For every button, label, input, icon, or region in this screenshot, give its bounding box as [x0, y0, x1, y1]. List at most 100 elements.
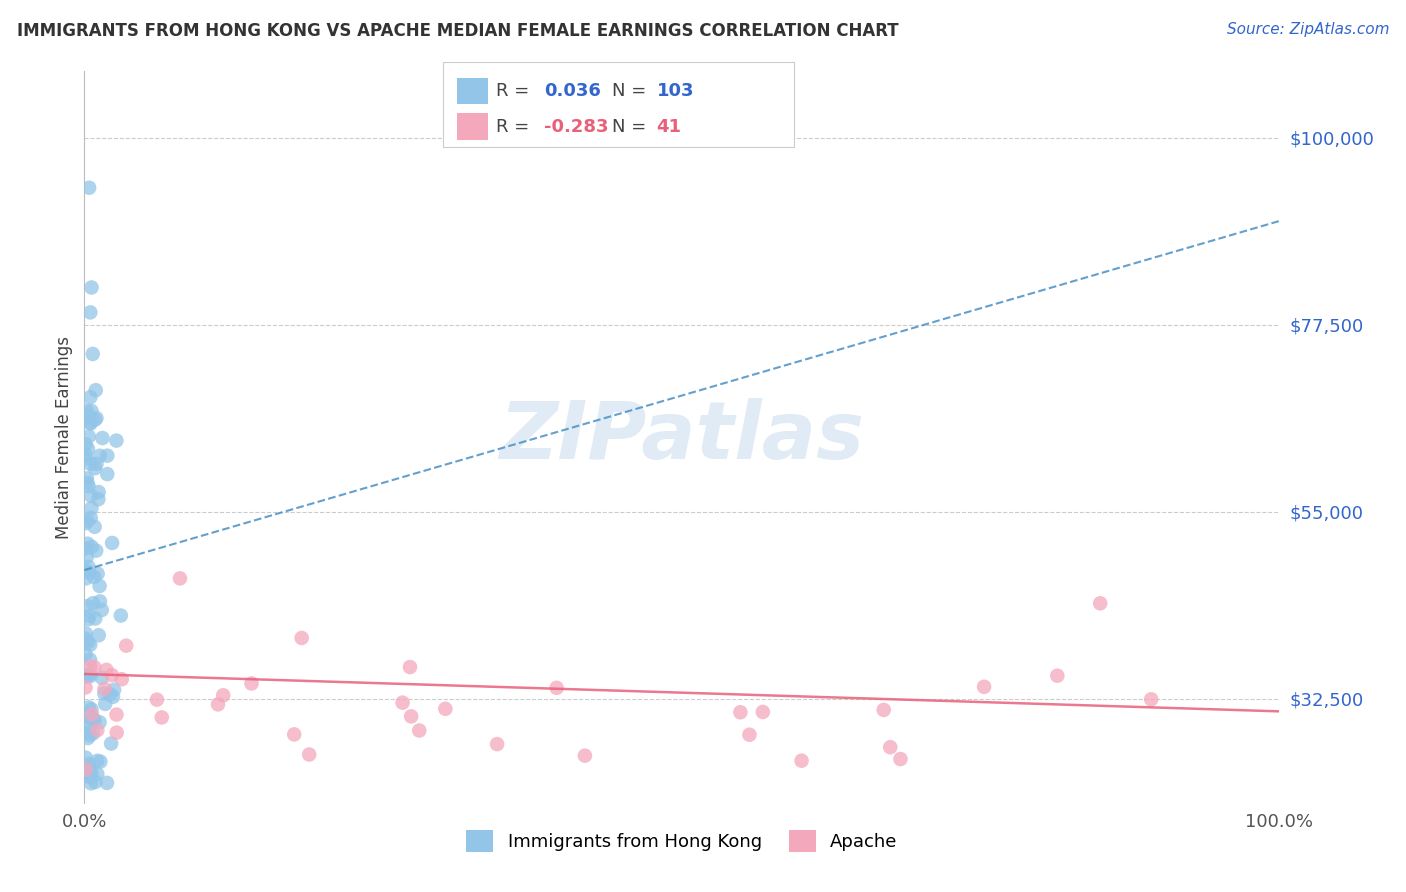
- Point: [79, 770, 101, 784]
- Point: [94, 697, 117, 711]
- Point: [80, 540, 103, 554]
- Point: [87, 485, 110, 500]
- Point: [111, 672, 134, 686]
- Point: [75, 571, 97, 585]
- Point: [75, 681, 97, 695]
- Point: [93, 686, 115, 700]
- Point: [75, 437, 97, 451]
- Text: R =: R =: [496, 82, 530, 100]
- Legend: Immigrants from Hong Kong, Apache: Immigrants from Hong Kong, Apache: [458, 823, 905, 860]
- Text: 103: 103: [657, 82, 695, 100]
- Point: [91, 671, 114, 685]
- Point: [115, 639, 138, 653]
- Point: [82, 726, 104, 740]
- Point: [80, 712, 103, 726]
- Point: [87, 492, 110, 507]
- Point: [96, 663, 118, 677]
- Point: [77, 700, 100, 714]
- Point: [75, 626, 97, 640]
- Point: [75, 451, 97, 466]
- Point: [408, 723, 430, 738]
- Point: [730, 705, 752, 719]
- Point: [240, 676, 263, 690]
- Point: [105, 707, 128, 722]
- Point: [1140, 692, 1163, 706]
- Point: [75, 750, 97, 764]
- Point: [75, 635, 97, 649]
- Point: [75, 763, 97, 777]
- Point: [76, 403, 98, 417]
- Text: Source: ZipAtlas.com: Source: ZipAtlas.com: [1226, 22, 1389, 37]
- Text: 41: 41: [657, 118, 682, 136]
- Point: [80, 280, 103, 294]
- Point: [89, 579, 111, 593]
- Point: [86, 723, 108, 738]
- Point: [486, 737, 509, 751]
- Point: [790, 754, 813, 768]
- Point: [434, 702, 457, 716]
- Point: [86, 411, 108, 425]
- Point: [1090, 596, 1112, 610]
- Point: [79, 669, 101, 683]
- Point: [391, 696, 413, 710]
- Point: [973, 680, 995, 694]
- Point: [75, 563, 97, 577]
- Point: [399, 660, 422, 674]
- Point: [169, 571, 191, 585]
- Point: [82, 712, 104, 726]
- Point: [752, 705, 775, 719]
- Point: [77, 180, 100, 194]
- Point: [80, 702, 103, 716]
- Point: [79, 638, 101, 652]
- Point: [77, 479, 100, 493]
- Point: [77, 612, 100, 626]
- Point: [76, 599, 98, 614]
- Point: [93, 681, 115, 696]
- Point: [75, 448, 97, 462]
- Point: [105, 725, 128, 739]
- Point: [77, 635, 100, 649]
- Point: [96, 449, 118, 463]
- Point: [76, 706, 98, 721]
- Point: [86, 566, 108, 581]
- Point: [84, 383, 107, 397]
- Point: [283, 727, 305, 741]
- Point: [80, 404, 103, 418]
- Point: [89, 715, 111, 730]
- Point: [79, 660, 101, 674]
- Point: [79, 653, 101, 667]
- Point: [75, 541, 97, 556]
- Point: [86, 457, 108, 471]
- Point: [399, 709, 422, 723]
- Point: [75, 632, 97, 646]
- Point: [79, 417, 101, 431]
- Point: [79, 566, 101, 580]
- Point: [76, 670, 98, 684]
- Point: [77, 559, 100, 574]
- Point: [77, 764, 100, 779]
- Point: [89, 449, 111, 463]
- Point: [298, 747, 321, 762]
- Text: IMMIGRANTS FROM HONG KONG VS APACHE MEDIAN FEMALE EARNINGS CORRELATION CHART: IMMIGRANTS FROM HONG KONG VS APACHE MEDI…: [17, 22, 898, 40]
- Point: [110, 608, 132, 623]
- Point: [77, 409, 100, 424]
- Point: [75, 647, 97, 661]
- Point: [76, 549, 98, 564]
- Point: [76, 475, 98, 490]
- Point: [100, 737, 122, 751]
- Point: [98, 687, 121, 701]
- Point: [79, 305, 101, 319]
- Point: [84, 775, 107, 789]
- Point: [212, 688, 235, 702]
- Point: [80, 776, 103, 790]
- Point: [75, 725, 97, 739]
- Point: [79, 666, 101, 681]
- Point: [79, 761, 101, 775]
- Point: [207, 698, 229, 712]
- Point: [80, 501, 103, 516]
- Text: N =: N =: [612, 118, 645, 136]
- Point: [76, 514, 98, 528]
- Point: [86, 754, 108, 768]
- Point: [91, 431, 114, 445]
- Point: [84, 412, 107, 426]
